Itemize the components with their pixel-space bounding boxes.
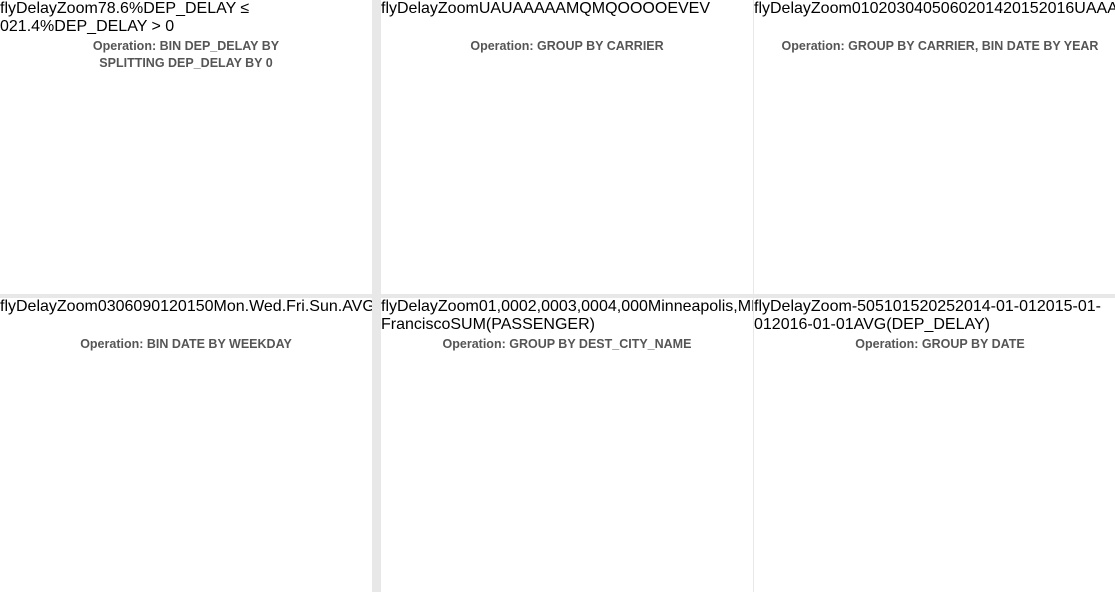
chart-panel: flyDelayZoom01,0002,0003,0004,000Minneap…: [381, 298, 753, 592]
y-tick-label: 60: [949, 0, 968, 17]
slice-label: AA: [523, 0, 545, 17]
x-tick-label: Wed.: [249, 298, 287, 315]
chart-subtitle: Operation: GROUP BY DATE: [855, 337, 1025, 351]
y-tick-label: 150: [186, 298, 214, 315]
y-tick-label: 4,000: [607, 298, 648, 315]
chart-subtitle: Operation: GROUP BY DEST_CITY_NAME: [442, 337, 692, 351]
y-tick-label: 2,000: [527, 298, 568, 315]
legend-label: DEP_DELAY > 0: [54, 18, 175, 35]
chart-subtitle: Operation: GROUP BY CARRIER: [470, 39, 664, 53]
x-tick-label: 2016: [1038, 0, 1075, 17]
y-tick-label: 20: [919, 298, 938, 315]
chart: flyDelayZoom78.6%DEP_DELAY ≤ 021.4%DEP_D…: [0, 0, 249, 35]
x-tick-label: 2014-01-01: [955, 298, 1037, 315]
y-tick-label: 50: [931, 0, 950, 17]
chart-title: flyDelay: [0, 0, 57, 17]
x-tick-label: Mon.: [213, 298, 250, 315]
chart-panel: flyDelayZoom-505101520252014-01-012015-0…: [754, 298, 1115, 592]
x-tick-label: 2015-01-01: [754, 298, 1101, 333]
zoom-button-label[interactable]: Zoom: [56, 0, 98, 17]
legend-label: UA: [1074, 0, 1097, 17]
chart: flyDelayZoom01,0002,0003,0004,000Minneap…: [381, 298, 753, 333]
x-tick-label: Fri.: [286, 298, 310, 315]
chart-subtitle: Operation: BIN DEP_DELAY BY SPLITTING DE…: [92, 39, 280, 70]
x-tick-label: 2016-01-01: [771, 316, 854, 333]
x-tick-label: Sun.: [309, 298, 343, 315]
y-tick-label: 20: [878, 0, 897, 17]
chart-panel: flyDelayZoomUAUAAAAAMQMQOOOOEVEV Operatio…: [381, 0, 753, 294]
zoom-button-label[interactable]: Zoom: [810, 298, 852, 315]
chart-panel: flyDelayZoom78.6%DEP_DELAY ≤ 021.4%DEP_D…: [0, 0, 372, 294]
slice-label: OO: [617, 0, 643, 17]
y-tick-label: 3,000: [567, 298, 608, 315]
y-tick-label: -5: [851, 298, 867, 315]
legend-label: MQ: [591, 0, 618, 17]
y-tick-label: 1,000: [487, 298, 528, 315]
slice-label: UA: [478, 0, 502, 17]
y-tick-label: 60: [124, 298, 143, 315]
zoom-button-label[interactable]: Zoom: [56, 298, 98, 315]
y-tick-label: 5: [874, 298, 884, 315]
x-tick-label: San Francisco: [381, 316, 451, 333]
y-tick-label: 30: [106, 298, 125, 315]
x-tick-label: Minneapolis,MN: [647, 298, 753, 315]
chart-panel: flyDelayZoom0306090120150Mon.Wed.Fri.Sun…: [0, 298, 372, 592]
legend-label: DEP_DELAY ≤ 0: [0, 0, 250, 35]
y-tick-label: 0: [866, 298, 875, 315]
y-tick-label: 90: [142, 298, 161, 315]
zoom-button-label[interactable]: Zoom: [810, 0, 852, 17]
chart-title: flyDelay: [0, 298, 57, 315]
legend-label: OO: [642, 0, 668, 17]
slice-label: EV: [667, 0, 689, 17]
legend-label: AVG(DEP_DELAY): [853, 316, 990, 333]
legend-label: AA: [1096, 0, 1115, 17]
chart-title: flyDelay: [754, 0, 811, 17]
legend-label: AA: [544, 0, 566, 17]
slice-label: MQ: [565, 0, 592, 17]
slice-label: 78.6%: [97, 0, 144, 17]
chart-subtitle: Operation: GROUP BY CARRIER, BIN DATE BY…: [781, 39, 1099, 53]
chart: flyDelayZoom0306090120150Mon.Wed.Fri.Sun…: [0, 298, 372, 315]
y-tick-label: 25: [937, 298, 956, 315]
y-tick-label: 30: [896, 0, 915, 17]
x-tick-label: 2014: [967, 0, 1004, 17]
legend-label: AVG(PASSENGER): [342, 298, 372, 315]
chart: flyDelayZoomUAUAAAAAMQMQOOOOEVEV: [381, 0, 710, 17]
legend-label: EV: [688, 0, 710, 17]
chart-title: flyDelay: [754, 298, 811, 315]
chart: flyDelayZoom0102030405060201420152016UAA…: [754, 0, 1115, 17]
legend-label: UA: [501, 0, 524, 17]
chart: flyDelayZoom-505101520252014-01-012015-0…: [754, 298, 1101, 333]
y-tick-label: 0: [478, 298, 488, 315]
chart-subtitle: Operation: BIN DATE BY WEEKDAY: [80, 337, 292, 351]
y-tick-label: 120: [160, 298, 187, 315]
y-tick-label: 0: [97, 298, 107, 315]
legend-label: SUM(PASSENGER): [450, 316, 595, 333]
y-tick-label: 40: [914, 0, 932, 17]
x-tick-label: 2015: [1003, 0, 1039, 17]
y-tick-label: 15: [901, 298, 920, 315]
chart-panel: flyDelayZoom0102030405060201420152016UAA…: [754, 0, 1115, 294]
y-tick-label: 10: [860, 0, 879, 17]
zoom-button-label[interactable]: Zoom: [437, 0, 479, 17]
y-tick-label: 0: [851, 0, 861, 17]
chart-title: flyDelay: [381, 298, 438, 315]
chart-title: flyDelay: [381, 0, 438, 17]
y-tick-label: 10: [883, 298, 902, 315]
zoom-button-label[interactable]: Zoom: [437, 298, 479, 315]
slice-label: 21.4%: [8, 18, 55, 35]
